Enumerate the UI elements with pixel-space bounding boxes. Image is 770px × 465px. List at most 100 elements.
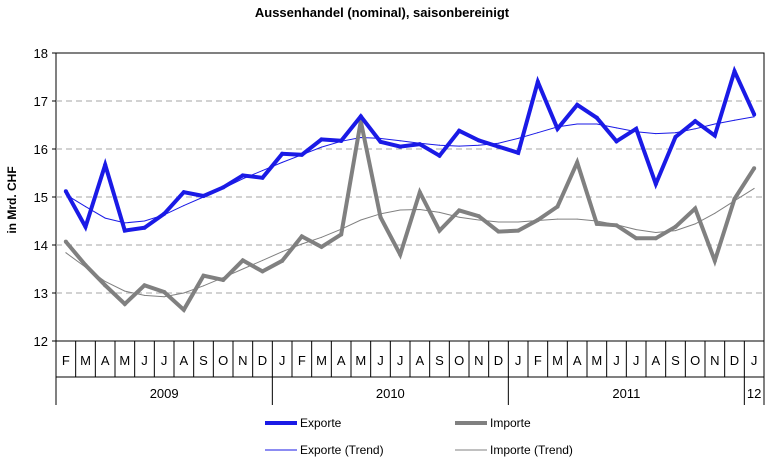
data-point-importe bbox=[240, 258, 245, 263]
data-point-importe-trend bbox=[557, 218, 558, 220]
data-point-exporte bbox=[319, 137, 324, 142]
y-tick-label: 18 bbox=[34, 46, 48, 61]
data-point-exporte bbox=[437, 153, 442, 158]
data-point-exporte bbox=[162, 211, 167, 216]
data-point-exporte-trend bbox=[104, 217, 106, 219]
data-point-importe-trend bbox=[104, 280, 106, 282]
data-point-importe bbox=[594, 221, 599, 226]
data-point-exporte-trend bbox=[144, 220, 145, 222]
x-month-label: O bbox=[690, 353, 700, 368]
data-point-exporte bbox=[280, 151, 285, 156]
data-point-importe-trend bbox=[458, 216, 460, 218]
x-month-label: O bbox=[454, 353, 464, 368]
data-point-exporte bbox=[732, 69, 737, 74]
data-point-exporte bbox=[457, 128, 462, 133]
x-month-label: A bbox=[101, 353, 110, 368]
year-label: 2010 bbox=[376, 386, 405, 401]
x-month-label: J bbox=[161, 353, 168, 368]
data-point-importe bbox=[693, 206, 698, 211]
data-point-importe bbox=[162, 290, 167, 295]
data-point-importe-trend bbox=[144, 294, 145, 296]
data-point-exporte bbox=[103, 162, 108, 167]
data-point-importe-trend bbox=[498, 221, 499, 223]
data-point-exporte bbox=[142, 225, 147, 230]
x-month-label: M bbox=[80, 353, 91, 368]
data-point-exporte-trend bbox=[478, 144, 480, 146]
legend-label-exporte: Exporte bbox=[300, 416, 342, 430]
data-point-exporte-trend bbox=[576, 123, 578, 125]
data-point-importe bbox=[378, 215, 383, 220]
x-month-label: A bbox=[573, 353, 582, 368]
data-point-importe-trend bbox=[163, 296, 165, 298]
y-tick-label: 15 bbox=[34, 190, 48, 205]
x-month-label: O bbox=[218, 353, 228, 368]
data-point-exporte bbox=[535, 79, 540, 84]
data-point-exporte bbox=[673, 135, 678, 139]
data-point-importe-trend bbox=[321, 236, 322, 238]
data-point-exporte bbox=[476, 138, 481, 143]
data-point-exporte-trend bbox=[616, 127, 617, 129]
data-point-exporte-trend bbox=[753, 116, 755, 118]
x-month-label: M bbox=[552, 353, 563, 368]
data-point-exporte-trend bbox=[714, 123, 716, 125]
data-point-importe bbox=[398, 252, 403, 257]
data-point-importe bbox=[63, 239, 68, 244]
data-point-importe-trend bbox=[281, 251, 283, 253]
data-point-importe-trend bbox=[65, 252, 67, 254]
data-point-exporte bbox=[122, 228, 127, 233]
x-month-label: F bbox=[62, 353, 70, 368]
data-point-importe-trend bbox=[183, 292, 185, 294]
x-month-label: J bbox=[613, 353, 620, 368]
data-point-exporte-trend bbox=[85, 206, 86, 208]
data-point-importe-trend bbox=[301, 243, 303, 245]
x-month-label: N bbox=[710, 353, 719, 368]
series-line-exporte bbox=[64, 65, 757, 233]
data-point-exporte bbox=[378, 139, 383, 144]
data-point-exporte bbox=[339, 138, 344, 143]
data-point-importe bbox=[417, 190, 422, 195]
data-point-importe-trend bbox=[635, 229, 637, 231]
data-point-exporte bbox=[516, 150, 521, 155]
x-month-label: D bbox=[730, 353, 739, 368]
data-point-exporte bbox=[614, 139, 619, 144]
data-point-exporte bbox=[63, 189, 68, 194]
data-point-exporte bbox=[83, 224, 88, 229]
x-month-label: J bbox=[751, 353, 758, 368]
data-point-importe bbox=[437, 228, 442, 233]
data-point-importe bbox=[299, 234, 304, 239]
data-point-importe bbox=[516, 228, 521, 233]
data-point-importe bbox=[752, 166, 757, 171]
data-point-exporte bbox=[299, 152, 304, 157]
series-line-exporte-trend bbox=[65, 116, 755, 224]
y-axis-label: in Mrd. CHF bbox=[5, 166, 19, 233]
data-point-importe-trend bbox=[675, 230, 676, 232]
x-month-label: D bbox=[258, 353, 267, 368]
y-tick-label: 14 bbox=[34, 238, 48, 253]
data-point-importe-trend bbox=[576, 218, 578, 220]
chart-title: Aussenhandel (nominal), saisonbereinigt bbox=[255, 5, 510, 20]
x-axis: F M A M J J A S O N D J F M A M J J A S O N D J F M A M J J A S O N D J2009… bbox=[55, 341, 765, 405]
data-point-exporte-trend bbox=[183, 205, 185, 207]
y-axis-ticks: 12 13 14 15 16 17 18 bbox=[34, 46, 56, 349]
data-point-importe-trend bbox=[714, 212, 716, 214]
data-point-importe bbox=[457, 208, 462, 213]
data-point-exporte bbox=[555, 126, 560, 131]
data-point-exporte bbox=[752, 112, 757, 117]
data-point-importe-trend bbox=[419, 208, 421, 210]
data-point-exporte-trend bbox=[694, 128, 696, 130]
data-point-exporte bbox=[575, 102, 580, 107]
x-month-label: A bbox=[179, 353, 188, 368]
y-tick-label: 17 bbox=[34, 94, 48, 109]
x-month-label: A bbox=[415, 353, 424, 368]
data-point-exporte bbox=[496, 144, 501, 149]
x-month-label: F bbox=[534, 353, 542, 368]
x-month-label: M bbox=[119, 353, 130, 368]
data-point-importe bbox=[555, 204, 560, 209]
series-lines bbox=[63, 65, 757, 313]
data-point-importe-trend bbox=[694, 223, 696, 225]
y-tick-label: 16 bbox=[34, 142, 48, 157]
data-point-exporte-trend bbox=[498, 142, 499, 144]
data-point-importe-trend bbox=[203, 285, 204, 287]
x-month-label: M bbox=[591, 353, 602, 368]
